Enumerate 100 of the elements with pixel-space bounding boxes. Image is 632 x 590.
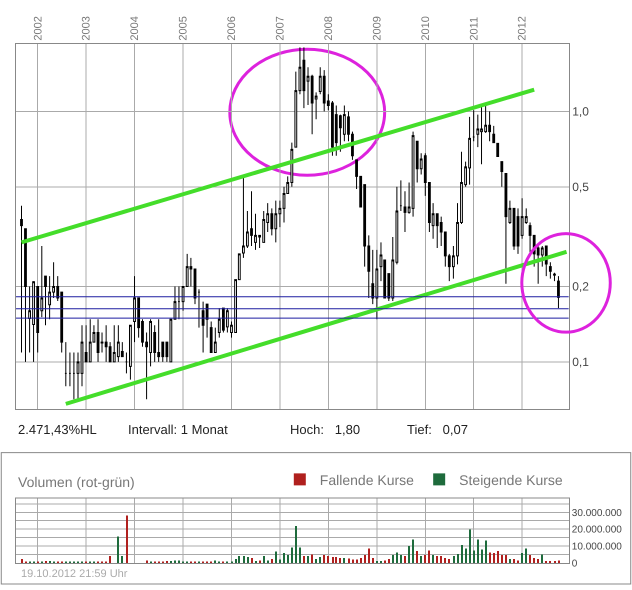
candlestick [242, 176, 245, 258]
x-tick-label: 2002 [32, 16, 44, 41]
text: Hoch: 1,80 [290, 422, 360, 437]
bar [448, 559, 450, 563]
bar [298, 547, 301, 563]
bar [238, 556, 240, 563]
bar [266, 560, 269, 563]
bar [404, 556, 406, 563]
candlestick [133, 276, 136, 343]
candlestick [226, 308, 229, 334]
bar [480, 549, 483, 563]
candlestick [553, 272, 556, 282]
bar [146, 560, 148, 563]
bar [528, 555, 531, 563]
bar [420, 556, 422, 563]
candlestick [129, 324, 132, 380]
x-tick-label: 2010 [420, 16, 432, 41]
candlestick [500, 161, 504, 188]
x-tick-label: 2004 [129, 16, 142, 41]
bar [504, 555, 507, 563]
candlestick [274, 200, 278, 243]
bar [116, 536, 119, 563]
bar [516, 560, 519, 563]
bar [532, 558, 535, 563]
bar [348, 558, 350, 563]
bar [338, 558, 341, 563]
bar [400, 555, 402, 563]
bar [302, 556, 305, 563]
bar [278, 559, 281, 563]
bar [456, 554, 459, 563]
bar [424, 555, 426, 563]
candlestick [412, 131, 414, 218]
candlestick [472, 110, 476, 142]
bar [174, 560, 176, 563]
x-tick-label: 2011 [468, 16, 480, 41]
bar [352, 560, 354, 563]
x-tick-label: 2006 [226, 16, 238, 41]
bar [520, 553, 523, 563]
bar [428, 550, 430, 563]
bar [472, 550, 475, 563]
y-tick-label: 30.000.000 [572, 508, 622, 519]
bar [262, 556, 265, 563]
bar [294, 526, 297, 563]
text: Intervall: 1 Monat [128, 422, 228, 437]
bar [396, 552, 398, 563]
bar [540, 554, 543, 563]
candlestick [24, 228, 27, 362]
candlestick [68, 352, 72, 387]
bar [368, 548, 370, 563]
bar [388, 559, 390, 563]
bar [536, 559, 539, 563]
y-tick-label: 10.000.000 [572, 542, 622, 553]
candlestick [88, 318, 92, 362]
candlestick [96, 318, 100, 362]
bar [326, 556, 329, 563]
bar [120, 556, 123, 563]
text: 2.471,43%HL [18, 422, 97, 437]
y-tick-label: 1,0 [572, 104, 590, 119]
candlestick [557, 276, 560, 309]
text: 19.10.2012 21:59 Uhr [21, 568, 128, 580]
candlestick [210, 320, 213, 354]
candlestick [178, 286, 180, 320]
bar [342, 558, 345, 563]
candlestick [20, 205, 23, 354]
bar [492, 553, 495, 563]
bar [416, 551, 418, 563]
bar [496, 551, 499, 563]
bar [384, 560, 386, 563]
bar [488, 552, 491, 563]
x-tick-label: 2009 [371, 16, 384, 41]
candlestick [250, 190, 253, 247]
candlestick [399, 180, 402, 212]
bar [334, 557, 337, 563]
candlestick [218, 308, 221, 338]
bar [440, 556, 442, 563]
y-tick-label: 0,5 [572, 180, 590, 194]
bar [524, 548, 527, 563]
y-tick-label: 20.000.000 [572, 524, 622, 536]
bar [508, 559, 511, 563]
bar [500, 555, 503, 563]
bar [432, 555, 434, 563]
bar [178, 560, 180, 563]
candlestick [492, 125, 496, 144]
bar [468, 530, 471, 563]
candlestick [64, 342, 68, 387]
bar [108, 556, 111, 563]
bar [20, 559, 23, 563]
bar [274, 552, 277, 563]
bar [322, 555, 325, 563]
candlestick [322, 70, 326, 112]
bar [242, 556, 245, 563]
x-tick-label: 2007 [274, 16, 286, 41]
bar [332, 557, 334, 563]
y-tick-label: 0 [572, 558, 578, 570]
candlestick [468, 116, 471, 186]
bar [306, 556, 309, 563]
legend-label: Fallende Kurse [320, 472, 414, 488]
bar [282, 553, 285, 563]
text: Tief: 0,07 [407, 422, 468, 437]
candlestick [202, 301, 205, 354]
